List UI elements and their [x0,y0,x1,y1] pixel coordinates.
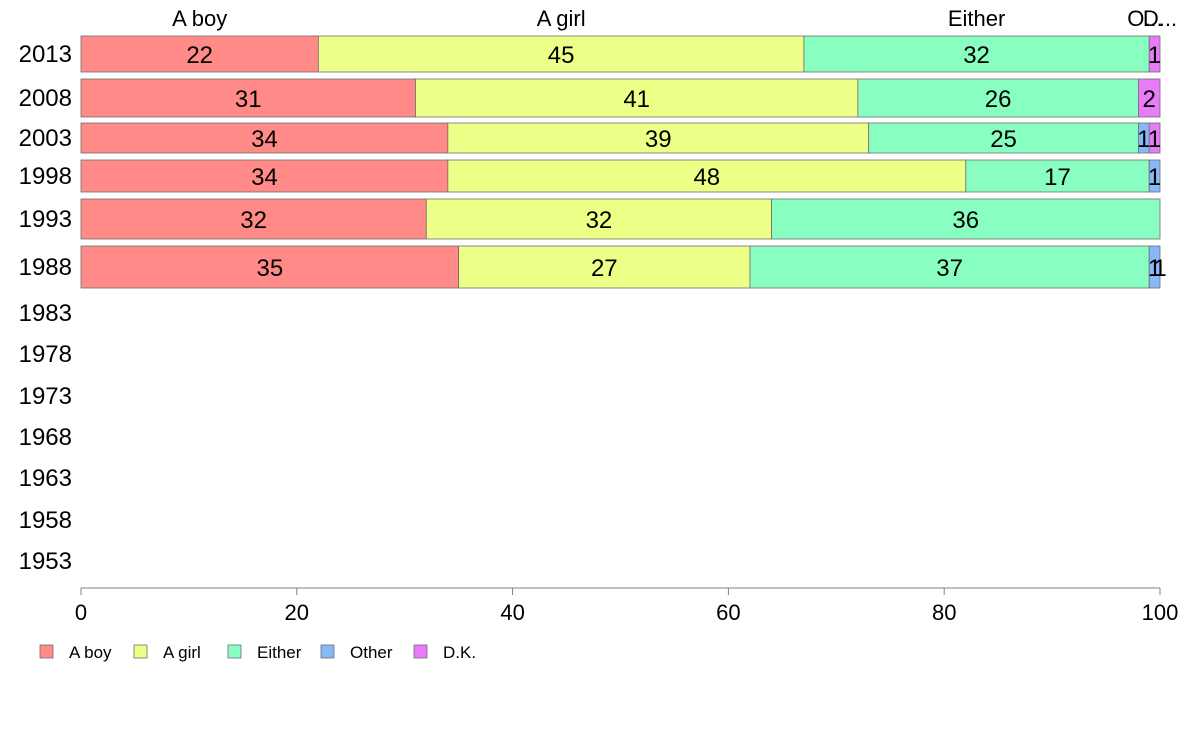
data-label: 32 [963,42,990,69]
data-label: 1 [1153,255,1166,282]
bar-segment [317,35,805,73]
data-label: 1 [1148,255,1161,282]
legend-label: Either [257,643,302,662]
legend-label: A boy [69,643,112,662]
y-tick-label: 1968 [19,424,72,451]
bar-segment [80,35,319,73]
top-series-label: A girl [537,6,586,31]
y-tick-label: 1993 [19,206,72,233]
y-tick-label: 1973 [19,383,72,410]
bar-segment [80,122,449,154]
x-tick-label: 60 [716,600,740,625]
bar-segment [1148,159,1161,193]
bar-segment [965,159,1150,193]
bar-segment [80,159,449,193]
x-tick-label: 0 [75,600,87,625]
data-label: 1 [1148,42,1161,69]
y-tick-label: 2013 [19,41,72,68]
legend-label: D.K. [443,643,476,662]
data-label: 34 [251,126,278,153]
bar-segment [80,198,427,240]
data-label: 32 [240,207,267,234]
x-tick-label: 20 [285,600,309,625]
bar-segment [447,159,967,193]
top-series-label: D... [1143,6,1177,31]
data-label: 1 [1148,164,1161,191]
bar-segment [1148,35,1161,73]
bar-segment [749,245,1150,289]
bar-segment [80,245,460,289]
legend-swatch [320,644,335,659]
bar-segment [868,122,1139,154]
top-series-label: A boy [172,6,227,31]
bar-segment [447,122,870,154]
data-label: 45 [548,42,575,69]
bar-segment [1138,78,1161,118]
y-tick-label: 1953 [19,548,72,575]
y-tick-label: 1963 [19,465,72,492]
data-label: 1 [1148,126,1161,153]
y-tick-label: 1983 [19,300,72,327]
data-label: 1 [1137,126,1150,153]
data-label: 37 [936,255,963,282]
top-series-label: O... [1127,6,1162,31]
legend-swatch [133,644,148,659]
data-label: 27 [591,255,618,282]
bar-segment [425,198,772,240]
data-label: 35 [256,255,283,282]
data-label: 26 [985,86,1012,113]
bar-segment [415,78,859,118]
x-tick-label: 80 [932,600,956,625]
y-tick-label: 2003 [19,125,72,152]
bar-segment [1148,122,1161,154]
data-label: 32 [586,207,613,234]
x-tick-label: 100 [1142,600,1179,625]
bar-segment [803,35,1150,73]
x-tick-label: 40 [500,600,524,625]
y-tick-label: 2008 [19,85,72,112]
data-label: 39 [645,126,672,153]
top-series-label: Either [948,6,1005,31]
legend-swatch [413,644,428,659]
bar-segment [458,245,751,289]
data-label: 25 [990,126,1017,153]
legend-swatch [39,644,54,659]
legend-label: A girl [163,643,201,662]
y-tick-label: 1958 [19,507,72,534]
data-label: 17 [1044,164,1071,191]
y-tick-label: 1988 [19,254,72,281]
data-label: 48 [693,164,720,191]
bar-segment [771,198,1161,240]
y-tick-label: 1998 [19,163,72,190]
bar-segment [857,78,1139,118]
y-tick-label: 1978 [19,341,72,368]
bar-segment [1148,245,1161,289]
data-label: 22 [186,42,213,69]
data-label: 2 [1143,86,1156,113]
legend-label: Other [350,643,393,662]
legend-swatch [227,644,242,659]
data-label: 41 [623,86,650,113]
data-label: 36 [952,207,979,234]
data-label: 31 [235,86,262,113]
data-label: 34 [251,164,278,191]
